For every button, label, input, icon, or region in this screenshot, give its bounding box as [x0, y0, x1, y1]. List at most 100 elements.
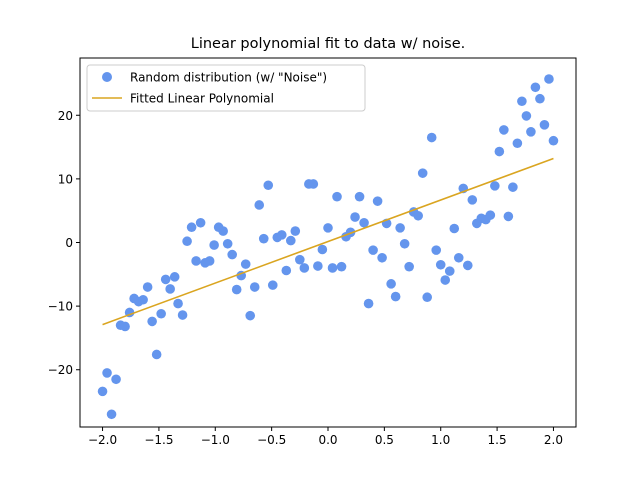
- data-point: [508, 182, 518, 192]
- legend-label-scatter: Random distribution (w/ "Noise"): [130, 71, 327, 85]
- data-point: [440, 275, 451, 285]
- data-point: [435, 259, 446, 270]
- data-point: [521, 111, 532, 121]
- x-tick-label: 0.0: [318, 433, 337, 447]
- data-point: [299, 263, 310, 273]
- data-point: [512, 138, 523, 149]
- data-point: [263, 180, 274, 191]
- data-point: [350, 212, 360, 222]
- data-point: [372, 196, 383, 206]
- y-tick-label: −20: [48, 363, 73, 377]
- y-tick-label: 10: [58, 172, 73, 186]
- data-point: [160, 274, 171, 285]
- data-point: [390, 291, 401, 302]
- data-point: [286, 235, 296, 246]
- data-point: [426, 132, 437, 143]
- data-point: [462, 260, 473, 271]
- data-point: [494, 146, 505, 157]
- data-point: [295, 254, 305, 265]
- data-point: [254, 200, 265, 210]
- data-point: [377, 252, 387, 263]
- data-point: [156, 308, 166, 319]
- chart-title: Linear polynomial fit to data w/ noise.: [191, 36, 466, 52]
- x-tick-label: −0.5: [257, 433, 286, 447]
- data-point: [395, 223, 405, 233]
- data-point: [327, 263, 338, 273]
- data-point: [147, 316, 157, 327]
- x-tick-label: −2.0: [88, 433, 117, 447]
- axes-frame: [79, 57, 577, 428]
- data-point: [138, 294, 148, 305]
- data-point: [290, 226, 301, 236]
- data-point: [490, 181, 500, 191]
- data-point: [308, 179, 319, 189]
- data-point: [204, 256, 215, 266]
- data-point: [444, 266, 455, 276]
- data-point: [111, 374, 121, 385]
- data-point: [526, 127, 536, 137]
- data-point: [535, 93, 545, 104]
- data-point: [142, 282, 153, 292]
- x-tick-label: 1.0: [431, 433, 450, 447]
- x-tick-label: 2.0: [544, 433, 563, 447]
- data-point: [231, 284, 242, 295]
- data-point: [467, 195, 478, 205]
- y-tick-label: 0: [65, 236, 73, 250]
- data-point: [422, 292, 433, 303]
- data-point: [399, 238, 410, 249]
- data-point: [222, 238, 233, 249]
- y-tick-label: 20: [58, 109, 73, 123]
- data-point: [453, 252, 464, 263]
- data-point: [120, 321, 130, 332]
- data-point: [363, 298, 374, 309]
- plot-area: [97, 74, 559, 420]
- data-point: [503, 211, 514, 222]
- x-tick-label: −1.0: [201, 433, 230, 447]
- data-point: [517, 96, 527, 107]
- data-point: [413, 210, 423, 221]
- data-point: [281, 265, 292, 276]
- data-point: [97, 386, 108, 397]
- data-point: [195, 217, 206, 228]
- data-point: [240, 259, 251, 269]
- data-point: [359, 217, 369, 228]
- data-point: [404, 261, 414, 272]
- x-tick-label: 1.5: [488, 433, 507, 447]
- data-point: [151, 349, 162, 360]
- data-point: [548, 135, 559, 146]
- data-point: [106, 409, 117, 420]
- data-point: [218, 226, 228, 236]
- data-point: [267, 280, 278, 290]
- data-point: [177, 310, 188, 320]
- data-point: [165, 284, 175, 294]
- legend-box: [86, 64, 366, 112]
- data-point: [182, 236, 192, 247]
- data-point: [530, 82, 541, 93]
- data-point: [173, 298, 183, 309]
- data-point: [317, 244, 328, 255]
- data-point: [227, 249, 237, 260]
- legend: Random distribution (w/ "Noise") Fitted …: [86, 64, 366, 112]
- data-point: [499, 125, 509, 135]
- data-point: [386, 279, 396, 289]
- data-point: [336, 261, 347, 272]
- data-point: [102, 368, 112, 378]
- legend-label-line: Fitted Linear Polynomial: [130, 92, 274, 106]
- data-point: [323, 223, 333, 233]
- data-point: [191, 256, 201, 266]
- data-point: [485, 210, 496, 220]
- legend-marker-scatter: [102, 72, 112, 82]
- x-tick-label: −1.5: [144, 433, 173, 447]
- data-point: [186, 222, 197, 233]
- data-point: [449, 223, 460, 234]
- data-point: [417, 168, 428, 178]
- data-point: [539, 120, 550, 130]
- data-point: [368, 245, 378, 255]
- x-tick-label: 0.5: [375, 433, 394, 447]
- axes: −2.0 −1.5 −1.0 −0.5 0.0 0.5 1.0 1.5 2.0 −20 −10 0 10…: [48, 57, 577, 447]
- data-point: [209, 240, 219, 250]
- data-point: [169, 272, 180, 282]
- fitted-line: [102, 157, 554, 326]
